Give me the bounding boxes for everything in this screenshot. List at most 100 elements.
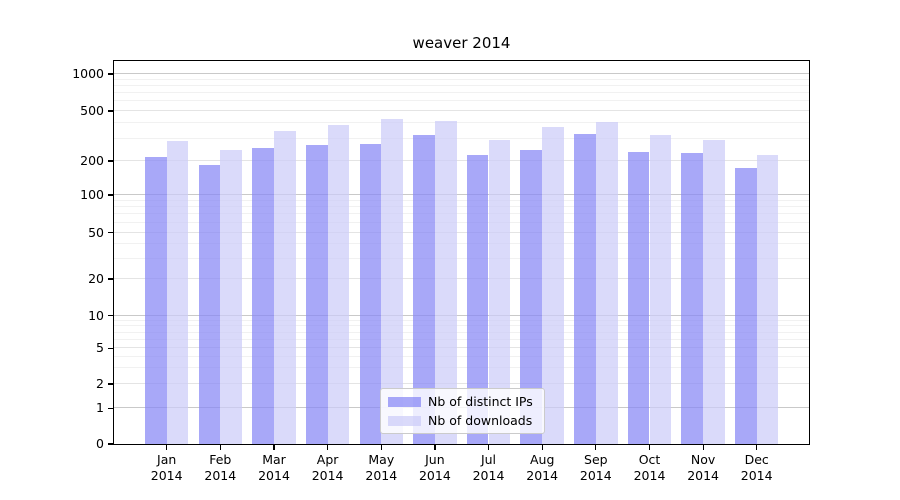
legend-item-distinct-ips: Nb of distinct IPs: [388, 394, 544, 409]
y-tick-mark: [108, 232, 114, 234]
x-tick-label-may: May 2014: [365, 452, 398, 483]
gridline: [114, 122, 809, 124]
y-tick-label: 50: [88, 224, 104, 240]
x-tick-mark: [219, 445, 221, 451]
y-tick-label: 5: [96, 340, 104, 356]
plot-area: [114, 61, 809, 444]
y-tick-label: 500: [80, 103, 104, 118]
y-tick-label: 100: [80, 187, 104, 202]
x-tick-mark: [327, 445, 329, 451]
gridline: [114, 73, 809, 74]
bar-nb-of-downloads-feb: [220, 149, 243, 444]
y-tick-label: 1000: [72, 66, 104, 81]
y-tick-label: 1: [96, 400, 104, 416]
x-tick-label-jul: Jul 2014: [472, 452, 505, 483]
y-tick-label: 2: [96, 376, 104, 391]
gridline: [114, 194, 809, 195]
x-tick-label-apr: Apr 2014: [311, 452, 344, 483]
x-tick-mark: [487, 445, 490, 451]
bar-nb-of-distinct-ips-mar: [252, 147, 274, 444]
y-tick-mark: [108, 443, 114, 445]
legend-label-distinct-ips: Nb of distinct IPs: [428, 394, 533, 409]
bars-layer: [114, 61, 809, 444]
x-tick-mark: [166, 445, 168, 451]
x-tick-mark: [702, 445, 704, 451]
gridline: [114, 383, 809, 384]
gridline: [114, 78, 809, 80]
x-tick-mark: [648, 445, 651, 451]
bar-nb-of-distinct-ips-feb: [198, 164, 221, 444]
bar-nb-of-downloads-jan: [166, 140, 189, 444]
x-tick-mark: [595, 445, 597, 451]
y-tick-mark: [108, 407, 114, 409]
bar-nb-of-distinct-ips-jul: [466, 154, 489, 444]
x-tick-label-dec: Dec 2014: [740, 452, 773, 483]
gridline: [114, 100, 809, 102]
y-tick-mark: [108, 194, 114, 196]
bar-nb-of-downloads-oct: [649, 135, 672, 444]
gridline: [114, 221, 809, 223]
x-tick-label-oct: Oct 2014: [633, 452, 666, 483]
gridline: [114, 213, 809, 215]
bar-nb-of-distinct-ips-aug: [520, 149, 543, 444]
legend-label-downloads: Nb of downloads: [428, 413, 533, 428]
gridline: [114, 137, 809, 139]
x-tick-mark: [380, 445, 382, 451]
x-tick-mark: [273, 445, 275, 451]
bar-nb-of-downloads-nov: [703, 139, 725, 444]
legend-item-downloads: Nb of downloads: [388, 413, 544, 428]
x-tick-mark: [756, 445, 758, 451]
legend-swatch-distinct-ips: [388, 396, 421, 407]
x-tick-mark: [541, 445, 543, 451]
bar-nb-of-distinct-ips-jun: [413, 135, 435, 444]
gridline: [114, 338, 809, 340]
chart-title: weaver 2014: [412, 34, 511, 52]
gridline: [114, 160, 809, 161]
bar-nb-of-downloads-jul: [488, 139, 511, 444]
bar-nb-of-distinct-ips-sep: [574, 133, 596, 444]
bar-nb-of-downloads-aug: [542, 127, 564, 444]
gridline: [114, 319, 809, 321]
gridline: [114, 92, 809, 93]
y-tick-mark: [108, 315, 114, 317]
x-tick-label-sep: Sep 2014: [579, 452, 612, 483]
y-tick-label: 200: [80, 153, 104, 168]
gridline: [114, 243, 809, 244]
y-tick-label: 20: [88, 271, 104, 286]
gridline: [114, 231, 809, 233]
bar-nb-of-distinct-ips-oct: [627, 152, 650, 444]
bar-nb-of-downloads-dec: [756, 154, 779, 444]
gridline: [114, 110, 809, 111]
x-tick-label-feb: Feb 2014: [204, 452, 237, 483]
y-tick-mark: [108, 73, 114, 75]
gridline: [114, 347, 809, 349]
bar-nb-of-downloads-may: [381, 119, 404, 444]
gridline: [114, 325, 809, 327]
y-tick-mark: [108, 110, 114, 112]
y-tick-label: 0: [96, 436, 104, 451]
bar-nb-of-distinct-ips-jan: [144, 157, 167, 444]
gridline: [114, 278, 809, 279]
bar-nb-of-distinct-ips-apr: [305, 144, 328, 444]
y-tick-mark: [108, 160, 114, 162]
x-tick-label-nov: Nov 2014: [687, 452, 719, 483]
bar-nb-of-distinct-ips-nov: [681, 153, 704, 444]
x-tick-label-jun: Jun 2014: [418, 452, 451, 483]
bar-nb-of-distinct-ips-dec: [734, 167, 757, 444]
gridline: [114, 84, 809, 86]
y-tick-label: 10: [88, 307, 104, 323]
gridline: [114, 356, 809, 357]
bar-nb-of-downloads-sep: [595, 121, 618, 444]
gridline: [114, 331, 809, 333]
gridline: [114, 206, 809, 208]
y-tick-mark: [108, 278, 114, 280]
x-tick-label-jan: Jan 2014: [150, 452, 183, 483]
x-tick-mark: [434, 445, 436, 451]
legend-swatch-downloads: [388, 415, 421, 426]
bar-nb-of-downloads-apr: [327, 124, 350, 444]
bar-nb-of-downloads-jun: [434, 121, 457, 444]
bar-nb-of-distinct-ips-may: [359, 143, 382, 444]
gridline: [114, 257, 809, 259]
y-tick-mark: [108, 347, 114, 349]
